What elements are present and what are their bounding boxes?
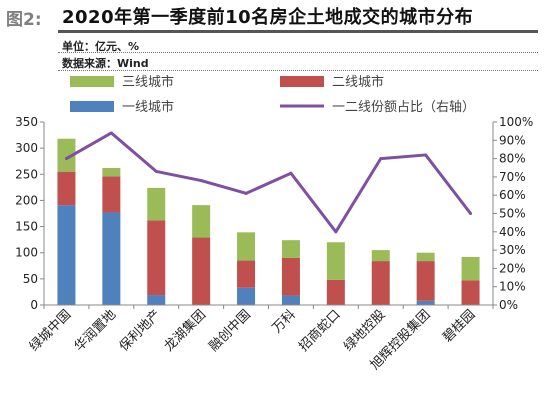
y-left-tick-label: 0 (30, 298, 38, 312)
bars-layer (57, 138, 480, 305)
bar-segment (147, 220, 166, 296)
y-right-tick-label: 0% (499, 298, 518, 312)
bar-segment (147, 187, 166, 221)
dotted-divider (58, 52, 538, 53)
bar-segment (102, 176, 121, 213)
bar-segment (326, 279, 345, 305)
y-right-tick-label: 100% (499, 115, 533, 129)
legend-swatch (70, 101, 114, 112)
bar-segment (416, 300, 435, 305)
source-note: 数据来源：Wind (62, 57, 149, 70)
category-label: 招商蛇口 (296, 307, 343, 354)
y-right-tick-label: 80% (499, 152, 526, 166)
unit-note: 单位：亿元、% (62, 40, 140, 53)
y-left-tick-label: 50 (23, 272, 38, 286)
share-line-point (64, 157, 68, 161)
y-right-tick-label: 20% (499, 261, 526, 275)
bar-segment (192, 205, 211, 238)
bar-segment (461, 280, 480, 305)
share-line-point (289, 171, 293, 175)
share-line-point (199, 179, 203, 183)
legend-label: 一二线份额占比（右轴） (332, 100, 475, 115)
y-left-tick-label: 300 (15, 141, 38, 155)
bar-segment (147, 295, 166, 305)
y-right-tick-label: 50% (499, 207, 526, 221)
bar-segment (371, 250, 390, 262)
category-label: 绿城中国 (27, 307, 74, 354)
category-label: 龙湖集团 (161, 307, 209, 355)
legend-swatch (280, 76, 324, 87)
y-left-tick-label: 100 (15, 246, 38, 260)
bar-segment (416, 252, 435, 262)
bar-segment (281, 257, 300, 296)
share-line-point (379, 157, 383, 161)
legend-label: 三线城市 (122, 74, 174, 90)
share-line-point (244, 191, 248, 195)
bar-segment (416, 261, 435, 301)
dotted-divider (58, 70, 538, 71)
share-line-point (469, 212, 473, 215)
category-label: 碧桂园 (440, 307, 478, 345)
title-rule (58, 30, 538, 33)
y-left-tick-label: 200 (15, 193, 38, 207)
bar-segment (371, 261, 390, 305)
bar-segment (237, 232, 256, 261)
y-right-tick-label: 90% (499, 133, 526, 147)
share-line-point (109, 131, 113, 135)
bar-segment (102, 212, 121, 305)
category-label: 华润置地 (72, 307, 119, 354)
bar-segment (102, 168, 121, 177)
chart-title: 2020年第一季度前10名房企土地成交的城市分布 (62, 7, 474, 28)
y-right-tick-label: 70% (499, 170, 526, 184)
share-line-point (334, 230, 338, 234)
share-line-point (154, 169, 158, 173)
y-left-tick-label: 150 (15, 220, 38, 234)
legend-swatch (70, 76, 114, 87)
legend-label: 一线城市 (122, 99, 174, 115)
y-right-tick-label: 30% (499, 243, 526, 257)
bar-segment (281, 295, 300, 305)
bar-segment (57, 171, 76, 206)
y-left-tick-label: 250 (15, 167, 38, 181)
bar-segment (57, 205, 76, 305)
share-line-point (424, 153, 428, 157)
y-right-tick-label: 60% (499, 188, 526, 202)
y-right-tick-label: 40% (499, 225, 526, 239)
line-layer (64, 131, 473, 234)
bar-segment (57, 138, 76, 172)
figure-label: 图2: (6, 10, 42, 30)
bar-segment (461, 256, 480, 281)
y-left-tick-label: 350 (15, 115, 38, 129)
bar-segment (237, 287, 256, 305)
legend-label: 二线城市 (332, 74, 384, 90)
bar-segment (192, 237, 211, 305)
y-right-tick-label: 10% (499, 280, 526, 294)
axes-layer: 0 50 100 150 200 250 300 350 0% 10% 20% 30% 40% 50% 60… (15, 115, 533, 373)
share-line (65, 131, 472, 234)
bar-segment (237, 260, 256, 288)
bar-segment (281, 240, 300, 258)
category-label: 万科 (270, 307, 299, 336)
category-label: 保利地产 (117, 307, 164, 354)
bar-segment (326, 242, 345, 280)
category-label: 融创中国 (206, 307, 253, 354)
